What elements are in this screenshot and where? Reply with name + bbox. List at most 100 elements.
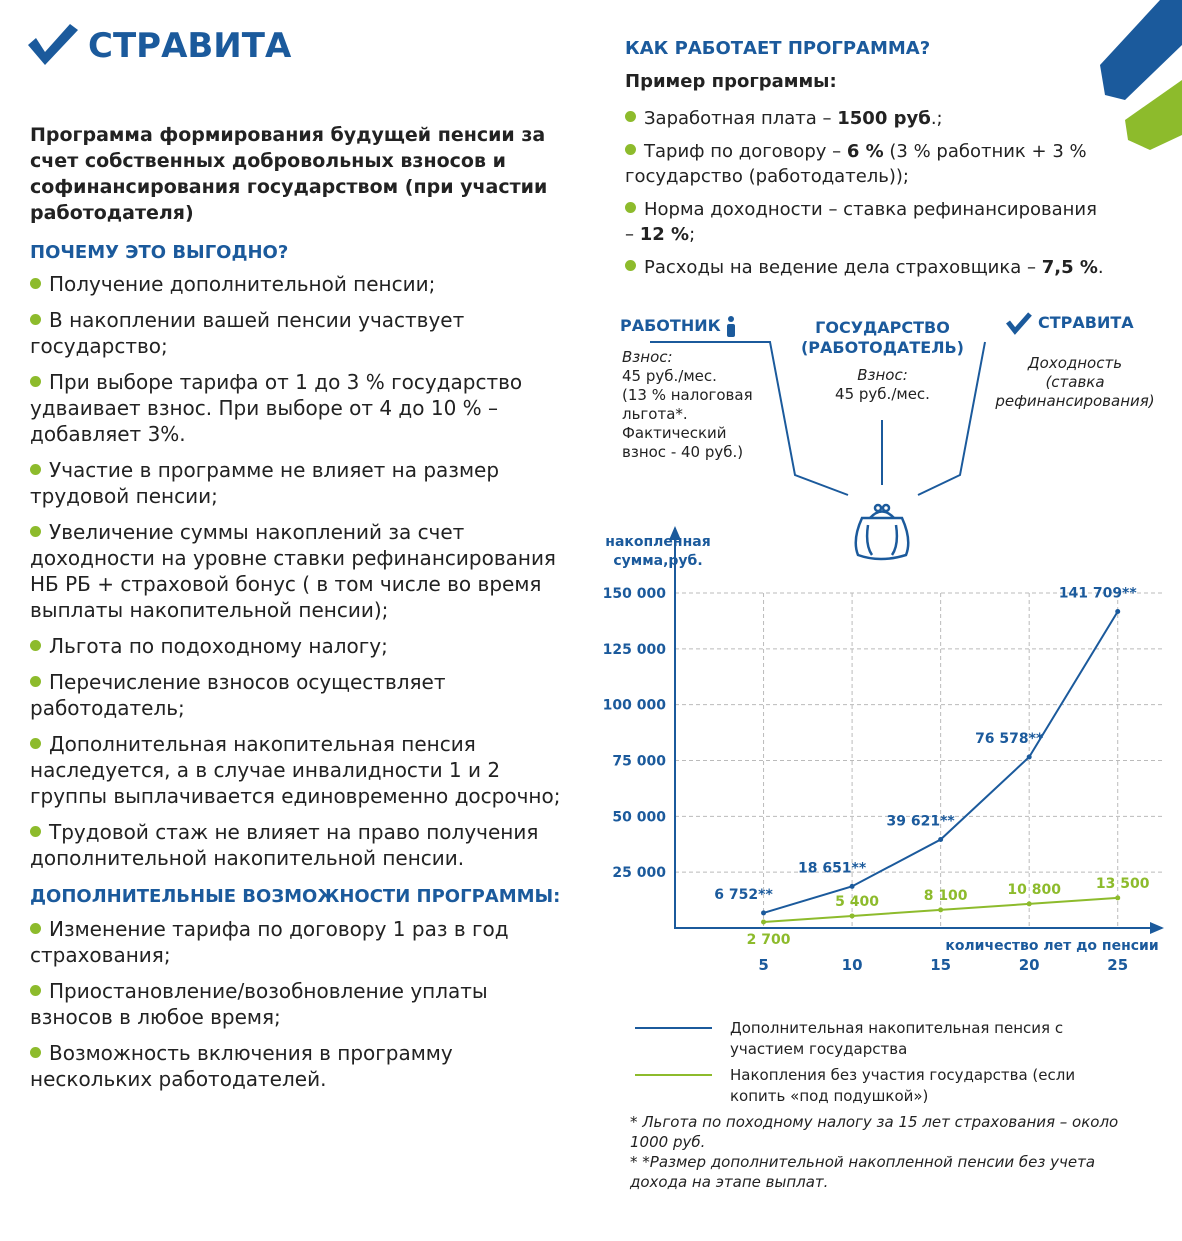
x-tick-label: 15 [930,956,951,974]
person-icon [727,324,735,337]
benefits-list: Получение дополнительной пенсии; В накопл… [30,271,575,871]
point [761,910,767,916]
purse-icon [854,503,910,561]
y-tick-label: 125 000 [603,642,667,658]
list-item: Расходы на ведение дела страховщика – 7,… [625,255,1105,280]
text-part: .; [930,108,943,129]
text-part: 7,5 % [1041,257,1098,278]
list-item: Трудовой стаж не влияет на право получен… [30,819,575,871]
list-item: Дополнительная накопительная пенсия насл… [30,731,575,809]
extras-list: Изменение тарифа по договору 1 раз в год… [30,916,575,1092]
x-tick-label: 5 [758,956,768,974]
legend-entry: Накопления без участия государства (если… [730,1066,1076,1105]
point [1026,754,1032,760]
diagram-line: льгота*. [622,405,688,423]
data-label: 5 400 [835,894,879,910]
text-part: 6 % [846,141,884,162]
point [938,907,944,913]
list-item: Льгота по подоходному налогу; [30,633,575,659]
point [938,837,944,843]
benefits-heading: ПОЧЕМУ ЭТО ВЫГОДНО? [30,242,289,263]
data-label: 76 578** [975,731,1044,747]
list-item: Изменение тарифа по договору 1 раз в год… [30,916,575,968]
x-tick-label: 20 [1019,956,1040,974]
worker-text: Взнос: 45 руб./мес. (13 % налоговая льгота*… [622,348,782,462]
logo-text: СТРАВИТА [88,26,292,66]
list-item: Участие в программе не влияет на размер … [30,457,575,509]
insurer-text: Доходность (ставка рефинансирования) [985,354,1165,411]
text-part: (3 % работник + 3 % государство (работод… [625,141,1087,187]
data-label: 8 100 [924,888,968,904]
program-list: Заработная плата – 1500 руб.; Тариф по до… [625,106,1105,280]
text-part: Тариф по договору – [644,141,847,162]
list-item: Увеличение суммы накоплений за счет дохо… [30,519,575,623]
list-item: Норма доходности – ставка рефинансирован… [625,197,1105,247]
intro: Программа формирования будущей пенсии за… [30,124,548,224]
footnote: * *Размер дополнительной накопленной пен… [630,1153,1096,1191]
list-item: Тариф по договору – 6 % (3 % работник + … [625,139,1105,189]
data-label: 141 709** [1059,586,1138,602]
y-tick-label: 50 000 [612,809,666,825]
list-item: Перечисление взносов осуществляет работо… [30,669,575,721]
logo-check [1006,312,1032,335]
extras-heading: ДОПОЛНИТЕЛЬНЫЕ ВОЗМОЖНОСТИ ПРОГРАММЫ: [30,886,561,907]
text-part: . [1097,257,1104,278]
legend-entry: Дополнительная накопительная пенсия с уч… [730,1019,1064,1058]
axis [674,528,1162,929]
diagram-line: 45 руб./мес. [622,367,717,385]
diagram-line: (13 % налоговая [622,386,753,404]
diagram-line: Взнос: [622,348,673,366]
example-title: Пример программы: [625,71,837,92]
list-item: Возможность включения в программу нескол… [30,1040,575,1092]
data-label: 18 651** [798,860,867,876]
left-column: Программа формирования будущей пенсии за… [30,122,575,1102]
text-part: Заработная плата – [644,108,838,129]
data-label: 6 752** [714,887,773,903]
point [761,919,767,925]
diagram-line: взнос - 40 руб.) [622,443,744,461]
worker-title: РАБОТНИК [620,316,721,335]
person-icon [728,316,734,322]
diagram-line: 45 руб./мес. [835,385,930,403]
x-tick-label: 10 [842,956,863,974]
text-part: ; [689,224,696,245]
deco-stripe [1100,0,1182,100]
state-title: ГОСУДАРСТВО (РАБОТОДАТЕЛЬ) [800,318,964,357]
flow-arrows [650,341,986,496]
y-tick-label: 100 000 [603,698,667,714]
x-tick-label: 25 [1107,956,1128,974]
data-label: 2 700 [747,932,791,948]
diagram-line: Фактический [622,424,727,442]
y-tick-label: 150 000 [603,586,667,602]
text-part: 1500 руб [837,108,931,129]
list-item: В накоплении вашей пенсии участвует госу… [30,307,575,359]
text-part: Норма доходности – ставка рефинансирован… [625,199,1097,245]
list-item: При выборе тарифа от 1 до 3 % государств… [30,369,575,447]
program-heading: КАК РАБОТАЕТ ПРОГРАММА? [625,38,931,59]
data-label: 10 800 [1007,882,1061,898]
deco-stripe [1125,80,1182,150]
point [1026,901,1032,907]
footnote: * Льгота по походному налогу за 15 лет с… [630,1113,1119,1151]
data-label: 39 621** [887,814,956,830]
point [849,883,855,889]
text-part: 12 % [639,224,690,245]
list-item: Заработная плата – 1500 руб.; [625,106,1105,131]
list-item: Получение дополнительной пенсии; [30,271,575,297]
diagram-line: Взнос: [857,366,908,384]
logo-check [28,24,78,65]
insurer-title: СТРАВИТА [1038,313,1134,332]
text-part: Расходы на ведение дела страховщика – [644,257,1042,278]
list-item: Приостановление/возобновление уплаты взн… [30,978,575,1030]
diagram-line: (ставка [1045,373,1105,391]
point [1115,895,1121,901]
diagram-line: рефинансирования) [995,392,1155,410]
footnotes: * Льгота по походному налогу за 15 лет с… [630,1112,1130,1192]
y-tick-label: 25 000 [612,865,666,881]
y-axis-label: накопленная сумма,руб. [605,534,711,569]
diagram-line: Доходность [1027,354,1123,372]
program: КАК РАБОТАЕТ ПРОГРАММА? Пример программы… [625,38,1105,288]
y-tick-label: 75 000 [612,754,666,770]
point [1115,609,1121,615]
